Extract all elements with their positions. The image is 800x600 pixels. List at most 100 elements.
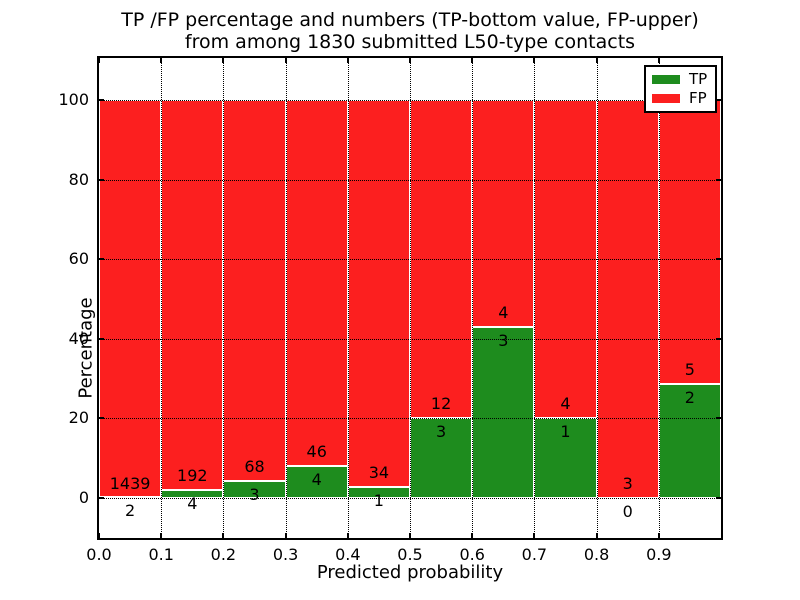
bar-segment-fp-9	[658, 100, 721, 385]
x-tick-label-0.0: 0.0	[86, 545, 112, 564]
v-gridline-0.8	[596, 58, 598, 538]
x-tick-label-0.1: 0.1	[148, 545, 174, 564]
y-tick-label-60: 60	[68, 249, 89, 269]
y-tick-label-40: 40	[68, 328, 89, 348]
v-gridline-0.4	[347, 58, 349, 538]
count-label-fp-3: 46	[306, 442, 327, 462]
count-label-tp-5: 3	[436, 422, 447, 442]
x-tick-top-0.8	[595, 58, 598, 63]
x-tick-top-0.3	[284, 58, 287, 63]
h-gridline-80	[99, 179, 721, 181]
bar-segment-fp-6	[472, 100, 535, 328]
bar-segment-fp-3	[285, 100, 348, 467]
x-tick-top-0.0	[98, 58, 100, 63]
bar-segment-fp-8	[596, 100, 659, 498]
h-gridline-20	[99, 418, 721, 420]
x-tick-label-0.7: 0.7	[521, 545, 548, 564]
x-tick-label-0.8: 0.8	[583, 545, 610, 564]
x-tick-label-0.4: 0.4	[335, 545, 361, 564]
x-axis-label: Predicted probability	[316, 562, 504, 583]
x-tick-label-0.6: 0.6	[459, 545, 485, 564]
x-tick-top-0.7	[533, 58, 536, 63]
x-tick-bottom-0.3	[284, 533, 287, 538]
x-tick-label-0.2: 0.2	[210, 545, 237, 564]
x-tick-top-0.1	[160, 58, 163, 63]
count-label-fp-0: 1439	[109, 473, 151, 493]
bar-segment-fp-1	[161, 100, 224, 490]
y-tick-label-80: 80	[68, 169, 89, 189]
count-label-tp-4: 1	[373, 490, 384, 510]
legend-swatch-tp	[652, 75, 680, 84]
count-label-fp-9: 5	[684, 360, 695, 380]
count-label-tp-8: 0	[622, 501, 633, 521]
x-tick-bottom-0.1	[160, 533, 163, 538]
count-label-fp-8: 3	[622, 474, 633, 494]
y-tick-left-100	[99, 99, 104, 101]
y-tick-label-20: 20	[68, 408, 89, 428]
bar-segment-fp-2	[223, 100, 286, 482]
legend-label-tp: TP	[689, 70, 708, 88]
v-gridline-0.9	[658, 58, 660, 538]
bar-segment-tp-6	[472, 327, 535, 498]
y-tick-left-20	[99, 417, 104, 420]
h-gridline-0	[99, 498, 721, 499]
x-tick-bottom-0.0	[98, 533, 100, 538]
count-label-fp-5: 12	[430, 394, 452, 414]
x-tick-top-0.4	[346, 58, 349, 63]
chart-title: TP /FP percentage and numbers (TP-bottom…	[99, 9, 721, 53]
v-gridline-0.1	[161, 58, 163, 538]
x-tick-top-0.6	[471, 58, 474, 63]
x-tick-label-0.3: 0.3	[272, 545, 299, 564]
h-gridline-60	[99, 259, 721, 261]
y-tick-right-80	[716, 178, 721, 181]
count-label-tp-3: 4	[311, 470, 322, 490]
count-label-tp-6: 3	[498, 331, 509, 351]
y-tick-label-0: 0	[78, 488, 89, 507]
count-label-fp-2: 68	[244, 457, 265, 477]
v-gridline-0.3	[285, 58, 287, 538]
y-tick-right-100	[716, 99, 721, 101]
legend-swatch-fp	[652, 94, 680, 103]
y-tick-left-0	[99, 497, 104, 499]
plot-area: 1439 2 192 4 68 3 46 4 34 1 12 3 4 3 4 1 3 0 5 2 0.0 0.1 0.2 0…	[58, 56, 723, 564]
count-label-tp-9: 2	[684, 388, 695, 408]
y-tick-label-100: 100	[58, 90, 89, 109]
x-tick-top-0.9	[657, 58, 660, 63]
v-gridline-0.6	[472, 58, 474, 538]
count-label-fp-7: 4	[560, 394, 571, 414]
v-gridline-0.2	[223, 58, 225, 538]
x-tick-label-0.9: 0.9	[646, 545, 672, 564]
h-gridline-100	[99, 100, 721, 101]
x-tick-bottom-0.7	[533, 533, 536, 538]
y-tick-right-60	[716, 258, 721, 261]
x-tick-bottom-0.2	[222, 533, 225, 538]
count-label-tp-1: 4	[187, 493, 198, 513]
y-tick-left-80	[99, 178, 104, 181]
count-label-tp-0: 2	[125, 501, 136, 521]
x-tick-bottom-0.5	[409, 533, 411, 538]
x-tick-bottom-0.4	[346, 533, 349, 538]
legend-item-tp: TP	[652, 72, 709, 87]
legend-item-fp: FP	[652, 91, 709, 106]
bar-segment-fp-0	[99, 100, 162, 498]
x-tick-bottom-0.6	[471, 533, 474, 538]
v-gridline-0.5	[410, 58, 411, 538]
bar-segment-tp-7	[534, 418, 597, 498]
chart-title-line2: from among 1830 submitted L50-type conta…	[184, 31, 636, 53]
x-tick-top-0.5	[409, 58, 411, 63]
y-tick-left-40	[99, 337, 104, 340]
count-label-tp-2: 3	[249, 485, 260, 505]
x-tick-bottom-0.9	[657, 533, 660, 538]
legend-label-fp: FP	[689, 89, 707, 107]
count-label-fp-1: 192	[177, 465, 208, 485]
x-tick-bottom-0.8	[595, 533, 598, 538]
count-label-fp-4: 34	[368, 462, 390, 482]
v-gridline-0.7	[534, 58, 536, 538]
y-tick-right-40	[716, 337, 721, 340]
count-label-fp-6: 4	[498, 303, 509, 323]
y-tick-right-20	[716, 417, 721, 420]
x-tick-label-0.5: 0.5	[397, 545, 423, 564]
chart-title-line1: TP /FP percentage and numbers (TP-bottom…	[121, 9, 699, 31]
y-tick-left-60	[99, 258, 104, 261]
